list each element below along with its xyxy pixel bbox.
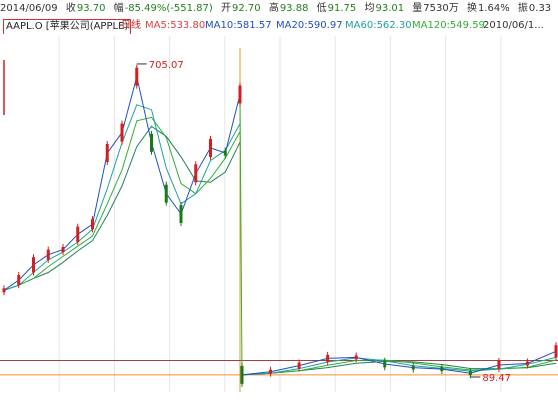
price-candle <box>76 226 80 242</box>
price-candle <box>238 85 242 104</box>
price-candle <box>91 219 94 230</box>
price-candle <box>105 143 109 162</box>
ma5-legend: MA5:533.80 <box>145 20 206 31</box>
price-candle <box>2 288 6 293</box>
ma60-legend: MA60:562.30 <box>345 20 412 31</box>
amplitude-value: 0.33 <box>528 3 552 14</box>
split-adjustment-gap <box>239 94 243 375</box>
high-value: 93.88 <box>279 3 309 14</box>
price-annotation-label: 89.47 <box>482 373 511 384</box>
ma10-line-left <box>3 76 241 291</box>
ma20-legend: MA20:590.97 <box>276 20 343 31</box>
avg-label: 均 <box>364 3 375 14</box>
price-candle <box>440 367 444 372</box>
high-label: 高 <box>268 3 279 14</box>
close-label: 收 <box>65 3 76 14</box>
price-candle <box>150 133 153 152</box>
turnover-label: 换 <box>466 3 477 14</box>
price-candle <box>46 249 50 260</box>
amplitude-label: 振 <box>517 3 528 14</box>
price-candle <box>61 247 65 253</box>
ma60-line-left <box>3 116 241 291</box>
period-label[interactable]: 日线 <box>121 20 141 31</box>
price-candle <box>468 371 472 376</box>
price-candle <box>120 123 124 142</box>
volume-label: 量 <box>412 3 423 14</box>
price-candle <box>411 365 415 370</box>
ma10-line-right <box>241 350 557 376</box>
price-candle <box>554 345 558 358</box>
avg-value: 93.01 <box>375 3 405 14</box>
price-candle <box>240 365 244 384</box>
price-candle <box>223 150 227 156</box>
price-candle <box>164 184 168 203</box>
low-value: 91.75 <box>327 3 357 14</box>
price-candle <box>269 369 273 374</box>
price-annotation-label: 705.07 <box>149 60 184 71</box>
change-label: 幅 <box>113 3 124 14</box>
moving-average-legend: AAPL.O [苹果公司(APPLE) 日线 MA5:533.80 MA10:5… <box>0 18 558 34</box>
ma10-legend: MA10:581.57 <box>205 20 272 31</box>
price-candle <box>17 275 21 286</box>
price-candle <box>32 257 35 273</box>
quote-info-bar: 2014/06/09 收93.70 幅-85.49%(-551.87) 开92.… <box>0 0 558 18</box>
low-label: 低 <box>316 3 327 14</box>
price-candle <box>135 67 139 86</box>
change-value: -85.49%(-551.87) <box>124 3 213 14</box>
ma120-line-left <box>3 125 241 291</box>
close-value: 93.70 <box>76 3 106 14</box>
ticker-selector[interactable]: AAPL.O [苹果公司(APPLE) <box>3 19 132 34</box>
open-label: 开 <box>220 3 231 14</box>
price-candle <box>354 355 358 360</box>
price-candle <box>179 205 183 223</box>
price-candle <box>194 164 198 183</box>
price-candle <box>525 361 529 366</box>
price-candle <box>326 354 330 362</box>
ma20-line-right <box>241 356 557 376</box>
ma120-legend: MA120:549.59 <box>412 20 485 31</box>
price-candle <box>297 362 301 369</box>
price-candle <box>383 360 387 368</box>
volume-value: 7530万 <box>423 3 459 14</box>
quote-date: 2014/06/09 <box>0 3 58 14</box>
price-candle <box>209 138 212 157</box>
date-range-label: 2010/06/1... <box>483 20 544 31</box>
price-candle <box>497 360 501 370</box>
turnover-value: 1.64% <box>477 3 510 14</box>
open-value: 92.70 <box>231 3 261 14</box>
